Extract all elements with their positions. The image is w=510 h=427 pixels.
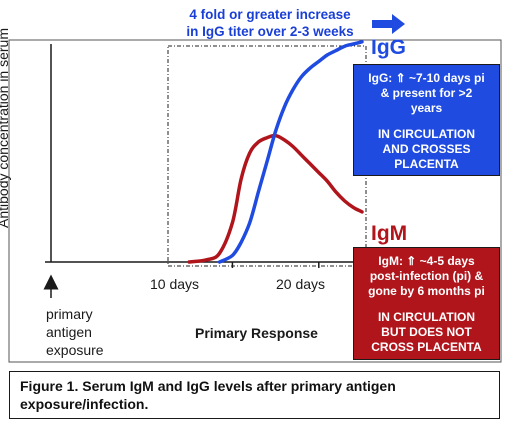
igg-box-line-5: AND CROSSES — [382, 142, 471, 156]
callout-arrow-icon — [372, 14, 405, 34]
igg-titer-callout: 4 fold or greater increase in IgG titer … — [170, 6, 370, 40]
series-line-igg — [217, 40, 364, 264]
exposure-note-line-2: antigen — [46, 324, 92, 340]
igm-box-line-1: IgM: ⇑ ~4-5 days — [378, 254, 475, 268]
exposure-note-line-1: primary — [46, 306, 93, 322]
figure-caption: Figure 1. Serum IgM and IgG levels after… — [9, 371, 500, 419]
exposure-note: primary antigen exposure — [46, 305, 104, 359]
igm-box-line-5: BUT DOES NOT — [381, 325, 472, 339]
igg-box-line-6: PLACENTA — [394, 157, 459, 171]
igg-box-line-1: IgG: ⇑ ~7-10 days pi — [368, 71, 485, 85]
plot-frame — [8, 39, 502, 363]
callout-line-2: in IgG titer over 2-3 weeks — [186, 24, 354, 39]
igg-box-line-2: & present for >2 — [380, 86, 473, 100]
igm-box-line-4: IN CIRCULATION — [377, 310, 476, 324]
y-axis-label: Antibody concentration in serum — [0, 28, 29, 228]
igg-info-box: IgG: ⇑ ~7-10 days pi & present for >2 ye… — [353, 64, 500, 176]
caption-line-1: Figure 1. Serum IgM and IgG levels after… — [20, 378, 396, 394]
igm-info-box: IgM: ⇑ ~4-5 days post-infection (pi) & g… — [353, 247, 500, 360]
igg-box-line-4: IN CIRCULATION — [377, 127, 476, 141]
igm-box-line-2: post-infection (pi) & — [369, 269, 484, 283]
x-tick-label: 20 days — [276, 276, 326, 292]
x-axis-title: Primary Response — [195, 325, 318, 341]
x-tick-label: 10 days — [150, 276, 200, 292]
y-axis-label-text: Antibody concentration in serum — [0, 28, 11, 228]
exposure-note-line-3: exposure — [46, 342, 104, 358]
igg-series-label: IgG — [371, 36, 406, 59]
caption-line-2: exposure/infection. — [20, 396, 149, 412]
igg-box-line-3: years — [410, 101, 443, 115]
callout-line-1: 4 fold or greater increase — [189, 7, 351, 22]
series-line-igm — [187, 133, 364, 264]
igm-series-label: IgM — [371, 222, 408, 245]
igm-box-line-3: gone by 6 months pi — [368, 284, 485, 298]
igm-box-line-6: CROSS PLACENTA — [371, 340, 482, 354]
